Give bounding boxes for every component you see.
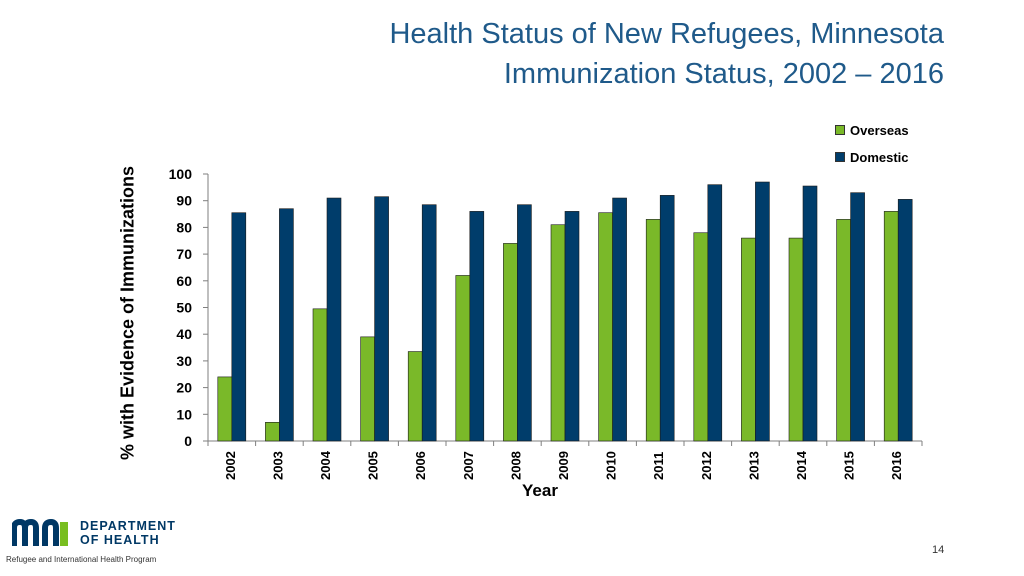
bar-domestic-2004 (326, 197, 342, 442)
page-number: 14 (932, 544, 945, 556)
y-tick-label: 50 (176, 300, 192, 316)
mn-logo-icon (12, 518, 68, 546)
legend-swatch-domestic (835, 152, 845, 162)
x-tick-label-2002: 2002 (223, 451, 238, 480)
x-tick-label-2005: 2005 (366, 451, 381, 480)
x-tick-label-2004: 2004 (318, 450, 333, 480)
x-tick-label-2009: 2009 (556, 451, 571, 480)
bar-overseas-2005 (360, 336, 375, 442)
x-tick-label-2016: 2016 (889, 451, 904, 480)
x-tick-label-2003: 2003 (270, 451, 285, 480)
legend-item-overseas: Overseas (835, 122, 909, 138)
bar-overseas-2006 (407, 351, 423, 442)
bar-overseas-2013 (741, 237, 756, 442)
bar-overseas-2009 (550, 224, 566, 442)
x-tick-label-2010: 2010 (604, 451, 619, 480)
legend-label-overseas: Overseas (850, 122, 909, 138)
y-tick-label: 100 (169, 166, 193, 182)
x-tick-label-2011: 2011 (651, 452, 666, 480)
x-tick-label-2013: 2013 (746, 451, 761, 480)
bar-domestic-2009 (564, 211, 580, 442)
bar-domestic-2015 (850, 192, 865, 442)
y-tick-label: 70 (176, 246, 192, 262)
y-tick-label: 20 (176, 380, 192, 396)
x-tick-label-2008: 2008 (508, 451, 523, 480)
legend-item-domestic: Domestic (835, 149, 909, 165)
bar-domestic-2011 (659, 195, 675, 442)
legend-swatch-overseas (835, 125, 845, 135)
bar-domestic-2002 (231, 212, 247, 442)
bar-domestic-2010 (612, 197, 627, 442)
bar-domestic-2008 (517, 204, 532, 442)
bar-overseas-2008 (503, 243, 518, 442)
department-line-1: DEPARTMENT (80, 519, 176, 533)
department-line-2: OF HEALTH (80, 533, 160, 547)
chart-legend: Overseas Domestic (835, 122, 909, 176)
bar-domestic-2012 (707, 184, 723, 442)
y-axis-label: % with Evidence of Immunizations (117, 165, 138, 461)
y-tick-label: 90 (176, 193, 192, 209)
y-tick-label: 60 (176, 273, 192, 289)
x-tick-label-2012: 2012 (699, 451, 714, 480)
bar-overseas-2015 (836, 219, 851, 442)
bar-overseas-2011 (645, 219, 661, 442)
bar-overseas-2012 (693, 232, 709, 442)
bar-domestic-2016 (897, 199, 913, 442)
bar-domestic-2006 (421, 204, 437, 442)
bar-domestic-2007 (469, 211, 485, 442)
bar-overseas-2004 (312, 308, 328, 442)
bar-overseas-2010 (598, 212, 613, 442)
page-title: Health Status of New Refugees, Minnesota… (389, 14, 944, 94)
bar-domestic-2005 (374, 196, 389, 442)
x-tick-label-2015: 2015 (842, 451, 857, 480)
x-tick-label-2014: 2014 (794, 450, 809, 480)
x-tick-label-2007: 2007 (461, 451, 476, 480)
y-tick-label: 80 (176, 219, 192, 235)
legend-label-domestic: Domestic (850, 149, 909, 165)
y-tick-label: 40 (176, 326, 192, 342)
x-tick-label-2006: 2006 (413, 451, 428, 480)
title-line-2: Immunization Status, 2002 – 2016 (503, 58, 944, 90)
bar-overseas-2003 (265, 422, 280, 442)
title-line-1: Health Status of New Refugees, Minnesota (389, 18, 944, 50)
y-tick-label: 0 (184, 433, 192, 449)
program-name: Refugee and International Health Program (6, 555, 157, 564)
y-tick-label: 10 (176, 406, 192, 422)
department-name: DEPARTMENT OF HEALTH (80, 519, 176, 547)
bar-domestic-2013 (755, 181, 770, 442)
bar-domestic-2003 (279, 208, 294, 442)
bar-overseas-2007 (455, 275, 471, 442)
x-axis-label: Year (522, 481, 558, 500)
y-tick-label: 30 (176, 353, 192, 369)
bar-overseas-2002 (217, 376, 233, 442)
mdh-logo: DEPARTMENT OF HEALTH (12, 518, 176, 548)
bar-overseas-2016 (883, 211, 899, 442)
bar-domestic-2014 (802, 185, 818, 442)
bar-overseas-2014 (788, 237, 804, 442)
